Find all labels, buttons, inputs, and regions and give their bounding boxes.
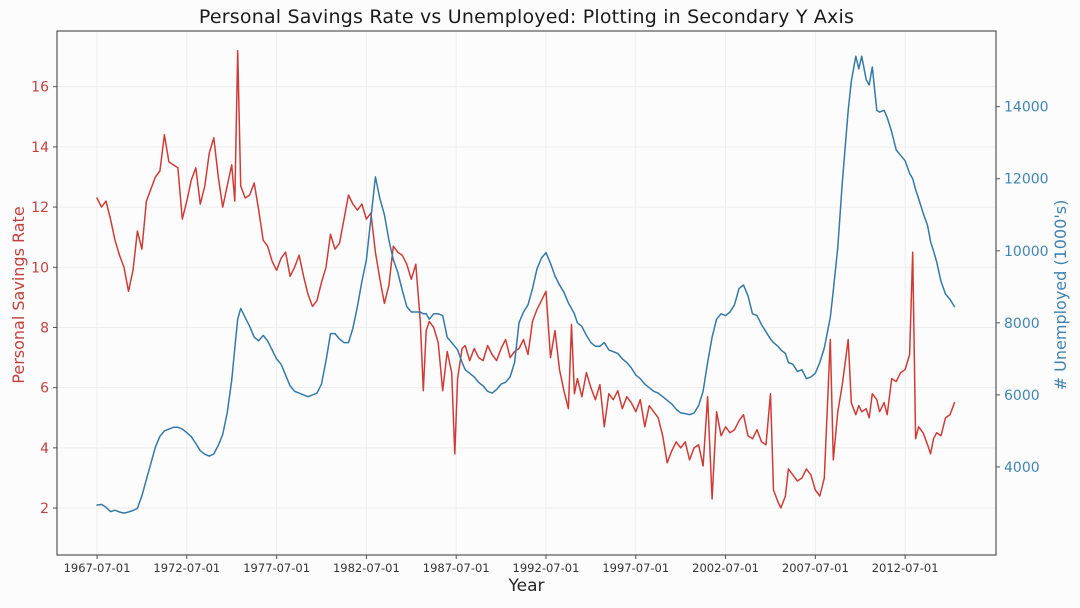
y-left-axis-label: Personal Savings Rate [9,206,28,384]
unemployed-line [96,55,956,514]
y-left-tick-label: 10 [31,260,49,276]
y-right-tick-label: 12000 [1004,172,1049,188]
chart-title: Personal Savings Rate vs Unemployed: Plo… [198,6,855,28]
x-axis-label: Year [508,576,545,596]
y-right-tick-label: 10000 [1004,244,1049,260]
x-tick-label: 1987-07-01 [423,561,490,575]
y-left-tick-label: 2 [40,501,49,517]
x-tick-label: 1977-07-01 [243,561,310,575]
y-left-tick-label: 12 [31,200,49,216]
y-right-tick-label: 4000 [1004,460,1040,476]
y-left-tick-label: 14 [31,140,49,156]
x-tick-label: 1972-07-01 [153,561,220,575]
personal-savings-rate-line [96,49,956,509]
plot-border [56,30,997,556]
y-left-tick-label: 8 [40,320,49,336]
x-tick-label: 1982-07-01 [333,561,400,575]
x-tick-label: 2012-07-01 [872,561,939,575]
x-tick-label: 2002-07-01 [692,561,759,575]
y-left-tick-label: 6 [40,381,49,397]
x-tick-label: 1967-07-01 [64,561,131,575]
y-right-tick-label: 8000 [1004,316,1040,332]
y-left-tick-label: 16 [31,80,49,96]
x-tick-label: 1992-07-01 [513,561,580,575]
y-right-axis-label: # Unemployed (1000's) [1051,199,1070,391]
y-right-tick-label: 14000 [1004,100,1049,116]
x-tick-label: 1997-07-01 [602,561,669,575]
y-right-tick-label: 6000 [1004,388,1040,404]
y-left-tick-label: 4 [40,441,49,457]
x-tick-label: 2007-07-01 [782,561,849,575]
